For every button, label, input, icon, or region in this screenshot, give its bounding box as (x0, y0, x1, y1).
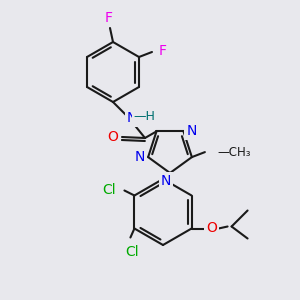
Text: N: N (161, 174, 171, 188)
Text: N: N (127, 111, 137, 125)
Text: Cl: Cl (126, 245, 139, 260)
Text: F: F (105, 11, 113, 25)
Text: Cl: Cl (103, 184, 116, 197)
Text: N: N (186, 124, 197, 138)
Text: O: O (206, 221, 217, 236)
Text: —CH₃: —CH₃ (218, 146, 251, 159)
Text: F: F (159, 44, 167, 58)
Text: —H: —H (133, 110, 155, 122)
Text: N: N (135, 150, 145, 164)
Text: O: O (108, 130, 118, 144)
